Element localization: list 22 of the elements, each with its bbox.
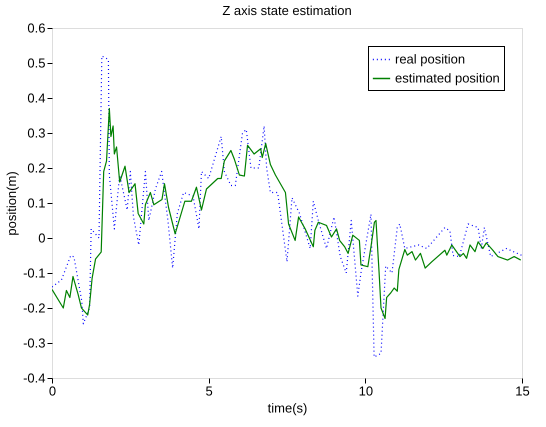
y-tick-label: 0.4 <box>27 90 46 106</box>
y-tick-label: 0 <box>38 230 46 246</box>
y-tick-label: 0.3 <box>27 126 46 140</box>
y-tick-label: -0.4 <box>23 370 46 386</box>
y-tick-label: 0.2 <box>27 160 46 176</box>
y-axis-title: position(m) <box>4 171 20 236</box>
y-tick-label: -0.3 <box>23 336 46 350</box>
y-tick-label: 0.6 <box>27 20 46 36</box>
y-tick-label: -0.1 <box>23 266 46 280</box>
y-tick-label: -0.2 <box>23 300 46 316</box>
legend-label: real position <box>395 52 466 66</box>
line-series <box>52 55 522 358</box>
x-tick-label: 5 <box>206 384 213 398</box>
y-tick-label: 0.5 <box>27 56 46 70</box>
x-tick-label: 10 <box>358 384 374 398</box>
line-series <box>52 108 522 320</box>
chart-title: Z axis state estimation <box>222 3 352 18</box>
legend-label: estimated position <box>395 70 500 86</box>
x-tick-label: 15 <box>515 384 530 398</box>
y-tick-label: 0.1 <box>27 196 46 210</box>
x-tick-label: 0 <box>48 384 56 398</box>
x-axis-title: time(s) <box>268 400 308 416</box>
